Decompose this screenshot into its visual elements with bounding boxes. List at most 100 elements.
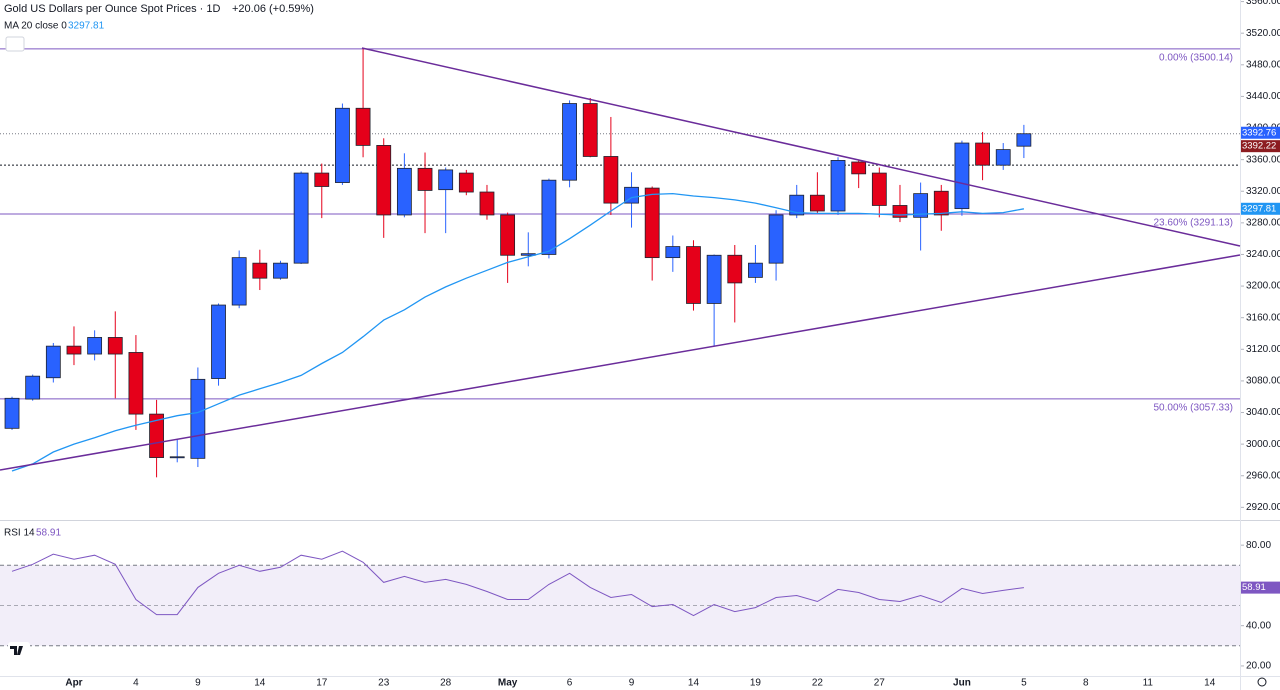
fib-label: 23.60% (3291.13) <box>1153 218 1233 229</box>
candle-body <box>809 194 825 212</box>
ma-line <box>11 192 1025 472</box>
y-tick-label: 3080.00 <box>1246 376 1280 387</box>
x-tick-label: 19 <box>750 678 762 689</box>
candle-body <box>417 167 433 191</box>
candle-body <box>211 304 226 379</box>
x-tick-label: 17 <box>316 678 328 689</box>
y-tick-label: 3320.00 <box>1246 186 1280 197</box>
candle-body <box>582 103 598 157</box>
rsi-y-tick-label: 20.00 <box>1246 661 1271 672</box>
last-price-badge <box>1240 126 1280 139</box>
candle-body <box>727 254 743 284</box>
candle-body <box>252 262 268 279</box>
candle-body <box>87 337 103 355</box>
rsi-badge <box>1240 581 1280 594</box>
x-tick-label: 23 <box>378 678 390 689</box>
candle-body <box>458 172 474 193</box>
y-tick-label: 2920.00 <box>1246 502 1280 513</box>
trendline-lower <box>0 254 1241 471</box>
candle-body <box>562 103 577 181</box>
candle-body <box>396 167 412 216</box>
candle-body <box>933 190 949 216</box>
x-tick-label: 14 <box>254 678 266 689</box>
ma-badge <box>1240 202 1280 215</box>
candle-body <box>438 169 454 191</box>
candle-body <box>66 345 82 355</box>
candle-body <box>25 375 41 400</box>
candle-body <box>479 191 495 216</box>
y-tick-label: 3480.00 <box>1246 59 1280 70</box>
y-tick-label: 3520.00 <box>1246 28 1280 39</box>
y-tick-label: 3160.00 <box>1246 312 1280 323</box>
x-tick-label: 6 <box>567 678 573 689</box>
fib-label: 0.00% (3500.14) <box>1159 53 1233 64</box>
candle-body <box>995 149 1011 166</box>
collapse-button[interactable] <box>5 36 25 52</box>
y-tick-label: 3560.00 <box>1246 0 1280 7</box>
x-tick-label: 11 <box>1143 678 1154 689</box>
x-tick-label: 5 <box>1021 678 1027 689</box>
settings-icon[interactable] <box>1257 677 1267 687</box>
candle-body <box>45 345 61 379</box>
candle-body <box>768 214 784 264</box>
candle-body <box>851 161 867 175</box>
y-tick-label: 3200.00 <box>1246 281 1280 292</box>
candle-body <box>748 262 763 278</box>
candle-body <box>603 156 619 204</box>
y-tick-label: 3240.00 <box>1246 249 1280 260</box>
fib-label: 50.00% (3057.33) <box>1153 402 1233 413</box>
rsi-y-tick-label: 40.00 <box>1246 620 1271 631</box>
y-tick-label: 3280.00 <box>1246 217 1280 228</box>
candle-body <box>107 337 123 355</box>
ma-value: 3297.81 <box>68 21 105 32</box>
change-label: +20.06 (+0.59%) <box>232 3 314 15</box>
candle-body <box>355 107 371 146</box>
second-price-badge <box>1240 140 1280 153</box>
candle-body <box>665 246 681 259</box>
y-tick-label: 3120.00 <box>1246 344 1280 355</box>
rsi-badge-label: 58.91 <box>1242 582 1266 593</box>
x-tick-label: 8 <box>1083 678 1089 689</box>
x-tick-label: 9 <box>195 678 201 689</box>
candle-body <box>975 142 990 166</box>
ma-badge-label: 3297.81 <box>1242 203 1276 214</box>
candle-body <box>644 187 660 259</box>
x-tick-label: 22 <box>812 678 824 689</box>
y-tick-label: 3360.00 <box>1246 154 1280 165</box>
candle-body <box>4 397 20 429</box>
trendline-upper <box>361 47 1241 247</box>
x-tick-label: 14 <box>688 678 700 689</box>
candle-body <box>314 172 330 187</box>
candle-body <box>954 142 970 210</box>
candle-body <box>500 214 516 256</box>
chart-title: Gold US Dollars per Ounce Spot Prices · … <box>4 3 220 15</box>
candle-body <box>190 378 206 459</box>
candle-body <box>706 254 722 304</box>
y-tick-label: 2960.00 <box>1246 470 1280 481</box>
candle-body <box>892 205 908 218</box>
candle-body <box>1016 133 1032 147</box>
rsi-legend: RSI 14 <box>4 528 35 539</box>
candle-body <box>376 145 392 216</box>
candle-body <box>541 179 557 255</box>
candle-body <box>686 246 701 304</box>
candle-body <box>169 456 185 459</box>
x-tick-label: 9 <box>629 678 635 689</box>
x-tick-label: 4 <box>133 678 139 689</box>
tv-logo <box>8 642 30 658</box>
candle-body <box>273 262 288 279</box>
last-price-badge-label: 3392.76 <box>1242 127 1276 138</box>
candle-body <box>335 107 350 183</box>
x-tick-label: May <box>498 678 518 689</box>
rsi-y-tick-label: 80.00 <box>1246 540 1271 551</box>
candle-body <box>913 193 929 218</box>
candle-body <box>871 172 887 206</box>
y-tick-label: 3040.00 <box>1246 407 1280 418</box>
candle-body <box>128 352 144 415</box>
candle-body <box>149 413 164 458</box>
candle-body <box>789 194 805 216</box>
x-tick-label: Apr <box>65 678 82 689</box>
x-tick-label: Jun <box>953 678 971 689</box>
x-tick-label: 14 <box>1204 678 1216 689</box>
